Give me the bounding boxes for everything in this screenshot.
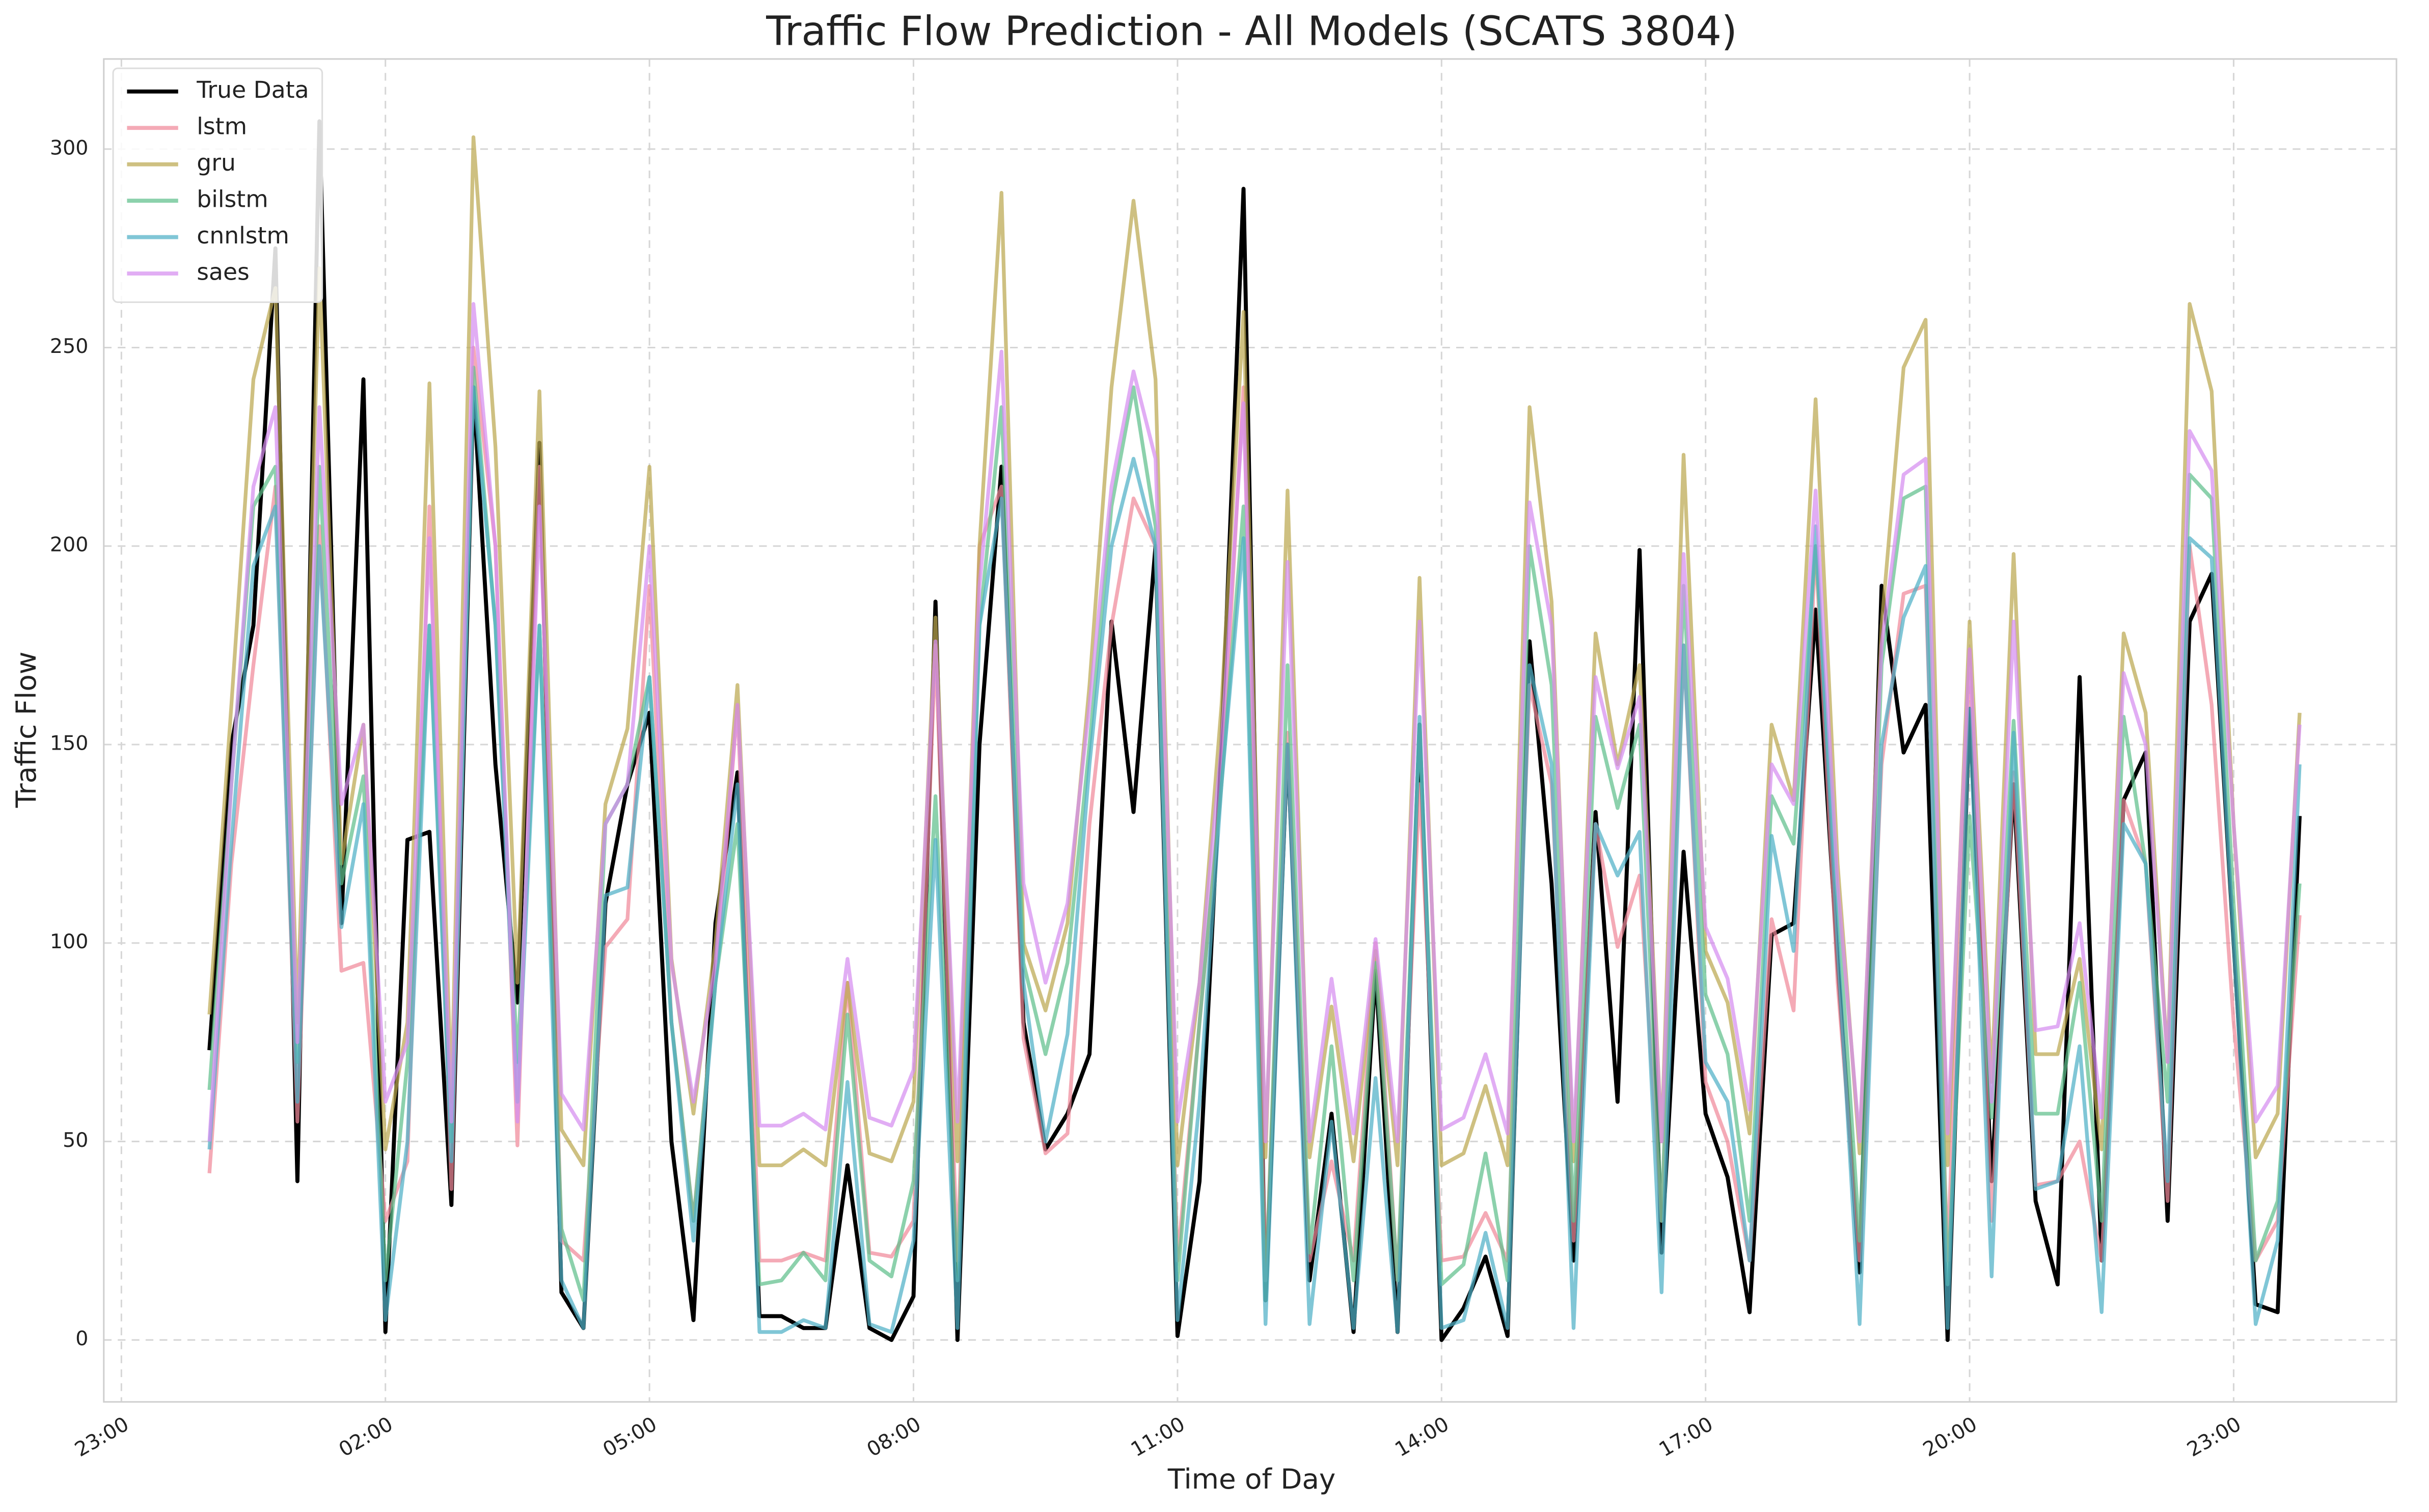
legend-label: True Data	[196, 76, 309, 103]
legend-label: saes	[197, 259, 250, 286]
y-axis-label: Traffic Flow	[10, 651, 42, 808]
legend-label: gru	[197, 149, 236, 176]
y-tick-label: 150	[50, 731, 88, 755]
legend: True Data lstm gru bilstm cnnlstm saes	[112, 67, 323, 303]
y-tick-label: 200	[50, 533, 88, 557]
chart-title: Traffic Flow Prediction - All Models (SC…	[766, 8, 1737, 55]
legend-label: lstm	[197, 113, 247, 140]
y-tick-label: 250	[50, 335, 88, 358]
y-tick-label: 0	[75, 1327, 88, 1351]
y-tick-label: 50	[63, 1129, 88, 1152]
y-tick-label: 300	[50, 136, 88, 159]
series-line	[207, 385, 2302, 1334]
plot-frame	[103, 58, 2397, 1403]
legend-label: bilstm	[197, 186, 268, 213]
legend-label: cnnlstm	[197, 222, 289, 249]
series-line	[207, 302, 2302, 1144]
x-axis-label: Time of Day	[1167, 1463, 1336, 1495]
y-tick-label: 100	[50, 930, 88, 953]
